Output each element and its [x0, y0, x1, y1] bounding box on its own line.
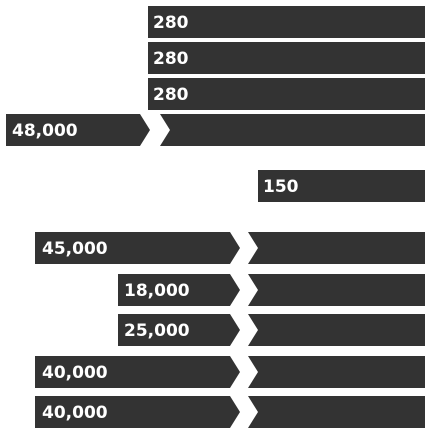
right-label: 150 [263, 177, 299, 197]
right-bar [160, 114, 425, 146]
left-label: 25,000 [124, 321, 190, 341]
right-label: 280 [153, 13, 189, 33]
left-arrow [35, 396, 240, 428]
left-arrow [118, 314, 240, 346]
left-arrow [6, 114, 150, 146]
right-bar [248, 396, 425, 428]
right-label: 280 [153, 49, 189, 69]
right-label: 280 [153, 85, 189, 105]
left-arrow [35, 232, 240, 264]
right-bar [248, 274, 425, 306]
right-bar [248, 356, 425, 388]
right-bar [148, 78, 425, 110]
left-label: 40,000 [42, 403, 108, 423]
left-arrow [118, 274, 240, 306]
left-label: 48,000 [12, 121, 78, 141]
left-arrow [35, 356, 240, 388]
right-bar [148, 6, 425, 38]
left-label: 40,000 [42, 363, 108, 383]
right-bar [248, 314, 425, 346]
left-label: 45,000 [42, 239, 108, 259]
right-bar [258, 170, 425, 202]
right-bar [148, 42, 425, 74]
left-label: 18,000 [124, 281, 190, 301]
right-bar [248, 232, 425, 264]
